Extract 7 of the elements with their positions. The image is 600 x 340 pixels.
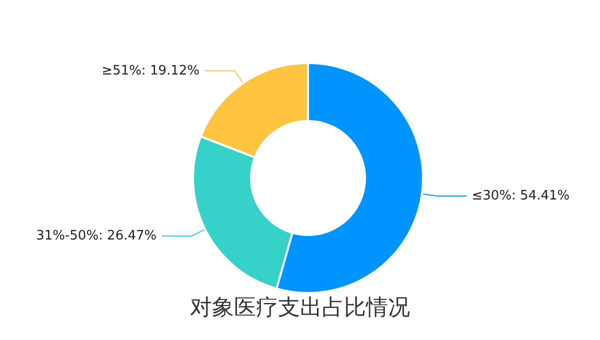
data-label: : 54.41% — [512, 188, 570, 204]
slice-label: 31%-50% — [36, 228, 99, 244]
slice-label: ≤30% — [472, 188, 512, 204]
data-label: : 19.12% — [141, 63, 200, 78]
data-label: : 26.47% — [98, 228, 157, 244]
slice-label: ≥51% — [102, 63, 142, 78]
text: 对象医疗支出占比情况 — [190, 296, 410, 320]
